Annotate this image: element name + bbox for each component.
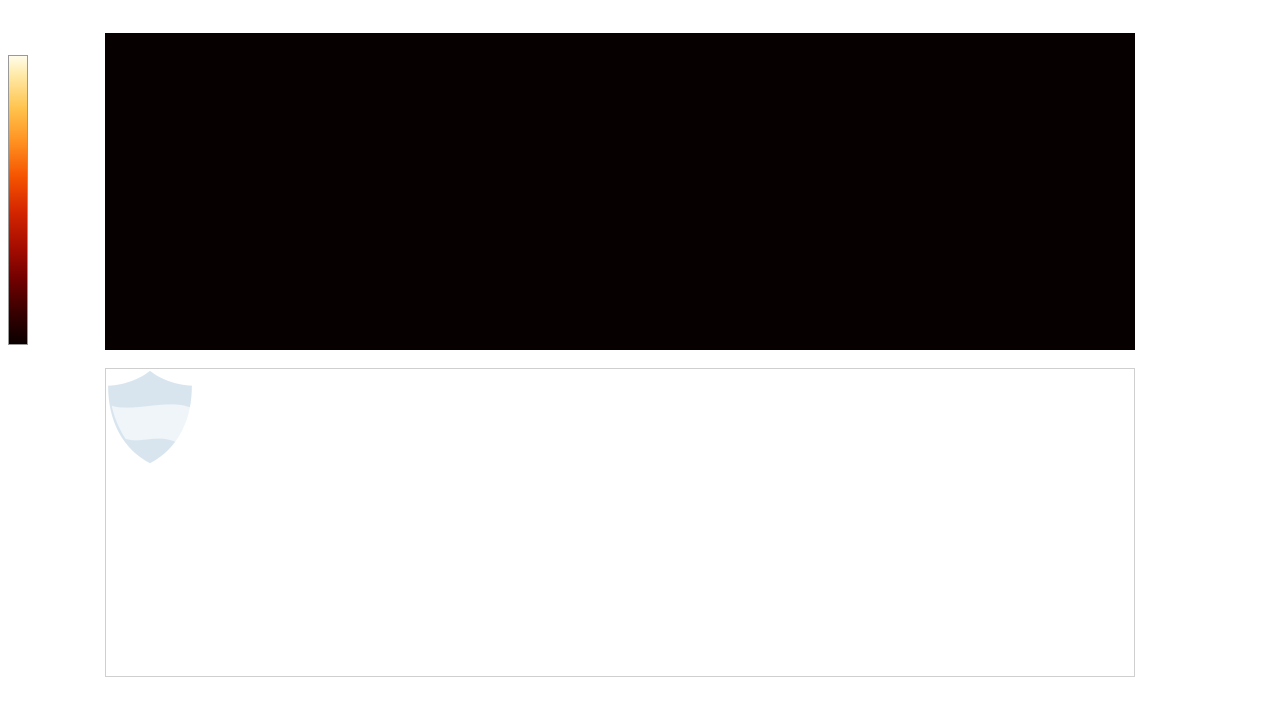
heatmap-chart [105,33,1135,350]
volume-colorbar [8,55,28,345]
cvd-line-chart [106,369,1136,678]
price-heatmap-panel [105,33,1135,350]
cvd-chart-panel [105,368,1135,677]
